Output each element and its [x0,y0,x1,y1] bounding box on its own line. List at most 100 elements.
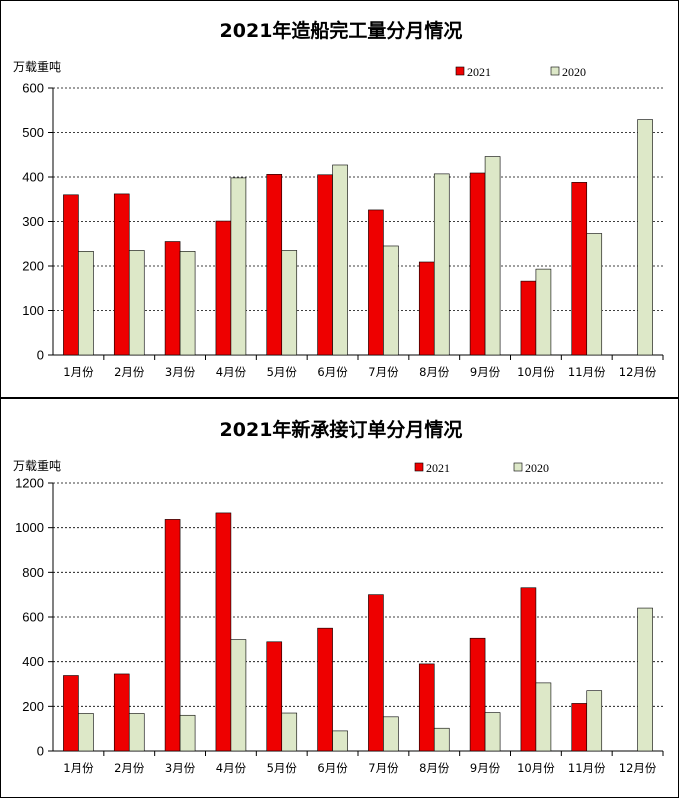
x-tick-label: 7月份 [368,761,399,775]
y-tick-label: 400 [22,654,44,669]
x-tick-label: 6月份 [317,761,348,775]
chart-panel-completion: 2021年造船完工量分月情况万载重吨 0 100 200 300 400 500 600 1月份… [0,0,679,398]
bar-2020-2 [128,250,145,356]
legend-swatch-2020 [550,66,560,76]
x-tick-label: 3月份 [165,761,196,775]
legend-label-2020: 2020 [525,461,549,475]
legend-swatch-2021 [414,462,424,472]
y-tick-label: 500 [22,125,44,140]
legend-swatch-2021 [455,66,465,76]
bar-2021-1 [63,194,79,356]
chart-title: 2021年新承接订单分月情况 [220,418,463,441]
x-tick-label: 11月份 [568,761,606,775]
bar-2020-6 [332,164,348,356]
x-tick-label: 5月份 [267,365,298,379]
y-tick-label: 200 [22,699,44,714]
bar-2021-4 [215,512,232,752]
bar-2020-12 [637,119,653,356]
bar-2020-11 [586,690,603,752]
bar-2021-5 [266,174,283,356]
legend-label-2021: 2021 [426,461,450,475]
bar-2020-2 [128,713,145,752]
x-tick-label: 2月份 [114,761,145,775]
x-tick-label: 10月份 [517,761,555,775]
bar-2021-1 [63,675,79,752]
bar-2020-4 [230,639,247,752]
y-tick-label: 1200 [15,476,44,491]
bar-2021-7 [368,209,384,356]
bar-2020-10 [535,268,552,356]
x-tick-label: 9月份 [470,761,501,775]
bar-2021-3 [164,519,181,752]
bar-2020-6 [332,730,348,752]
x-tick-label: 11月份 [568,365,606,379]
x-tick-label: 1月份 [63,761,94,775]
x-tick-label: 8月份 [419,761,450,775]
x-tick-label: 10月份 [517,365,555,379]
bar-2020-1 [78,713,94,752]
y-tick-label: 600 [22,610,44,625]
bar-2020-5 [281,712,298,752]
y-tick-label: 800 [22,565,44,580]
x-tick-label: 2月份 [114,365,145,379]
x-tick-label: 5月份 [267,761,298,775]
bar-2021-11 [571,182,588,356]
x-tick-label: 12月份 [619,761,657,775]
bar-2020-12 [637,607,653,752]
bar-2020-4 [230,177,247,356]
bar-2020-8 [433,727,450,752]
legend-label-2020: 2020 [562,65,586,79]
bar-2020-3 [179,714,196,752]
x-tick-label: 4月份 [216,761,247,775]
bar-2021-2 [113,673,130,752]
bar-2020-1 [78,251,94,356]
bar-2021-8 [418,663,435,752]
x-tick-label: 12月份 [619,365,657,379]
bar-2021-9 [469,637,486,752]
bar-2021-3 [164,241,181,356]
y-tick-label: 200 [22,259,44,274]
bar-2021-5 [266,641,283,752]
bar-2021-6 [317,627,333,752]
bar-2020-7 [383,245,399,356]
bar-2020-9 [484,712,501,752]
bar-2021-10 [520,587,537,752]
chart-panel-orders: 2021年新承接订单分月情况万载重吨 0 200 400 600 800 1000 1200 1… [0,398,679,798]
y-tick-label: 0 [37,348,44,363]
y-tick-label: 300 [22,214,44,229]
bar-2020-7 [383,716,399,752]
x-tick-label: 3月份 [165,365,196,379]
x-tick-label: 1月份 [63,365,94,379]
x-tick-label: 6月份 [317,365,348,379]
x-tick-label: 8月份 [419,365,450,379]
bar-2020-3 [179,251,196,356]
bar-2021-2 [113,193,130,356]
bar-2021-8 [418,261,435,356]
legend-swatch-2020 [513,462,523,472]
bar-2020-11 [586,233,603,356]
y-unit-label: 万载重吨 [13,459,61,473]
bar-2021-9 [469,172,486,356]
bar-2020-5 [281,250,298,356]
y-tick-label: 400 [22,170,44,185]
bar-2020-8 [433,173,450,356]
bar-2021-4 [215,220,232,356]
y-tick-label: 100 [22,303,44,318]
y-unit-label: 万载重吨 [13,60,61,74]
y-tick-label: 600 [22,81,44,96]
y-tick-label: 1000 [15,520,44,535]
bar-2020-9 [484,156,501,356]
bar-2021-6 [317,174,333,356]
bar-2021-10 [520,280,537,356]
y-tick-label: 0 [37,744,44,759]
bar-2020-10 [535,682,552,752]
chart-title: 2021年造船完工量分月情况 [220,19,463,42]
legend-label-2021: 2021 [467,65,491,79]
bar-2021-11 [571,703,588,752]
x-tick-label: 9月份 [470,365,501,379]
bar-2021-7 [368,594,384,752]
x-tick-label: 7月份 [368,365,399,379]
x-tick-label: 4月份 [216,365,247,379]
